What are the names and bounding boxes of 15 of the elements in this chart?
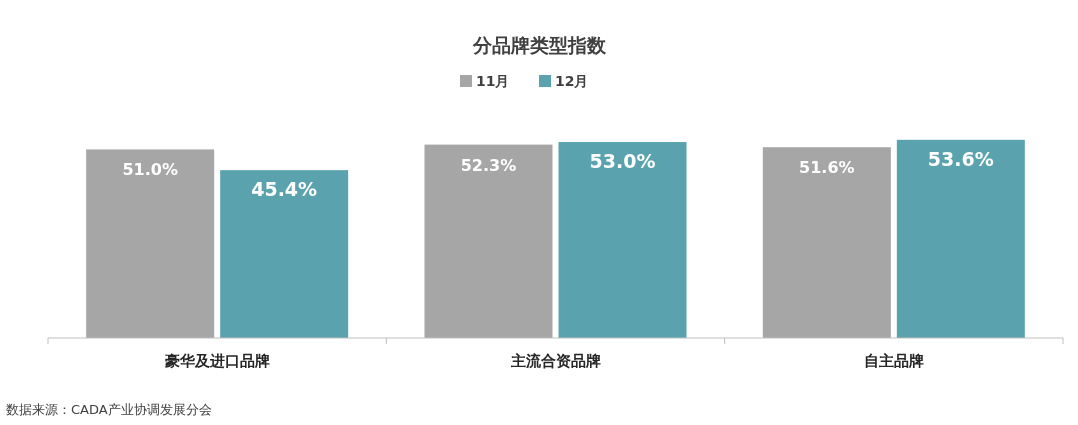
legend-item: 11月 <box>460 73 510 89</box>
x-tick-label: 豪华及进口品牌 <box>163 352 270 370</box>
legend-label: 12月 <box>555 73 589 89</box>
data-label: 52.3% <box>460 155 517 175</box>
x-tick-label: 自主品牌 <box>863 352 924 370</box>
legend-item: 12月 <box>539 73 589 89</box>
legend-label: 11月 <box>476 73 510 89</box>
data-label: 51.6% <box>799 158 855 178</box>
source-note: 数据来源：CADA产业协调发展分会 <box>6 402 212 417</box>
x-tick-label: 主流合资品牌 <box>509 352 601 370</box>
data-label: 53.6% <box>927 147 994 170</box>
chart-title: 分品牌类型指数 <box>471 34 607 56</box>
data-label: 45.4% <box>251 178 318 201</box>
data-label: 51.0% <box>122 160 178 180</box>
data-label: 53.0% <box>589 150 656 173</box>
